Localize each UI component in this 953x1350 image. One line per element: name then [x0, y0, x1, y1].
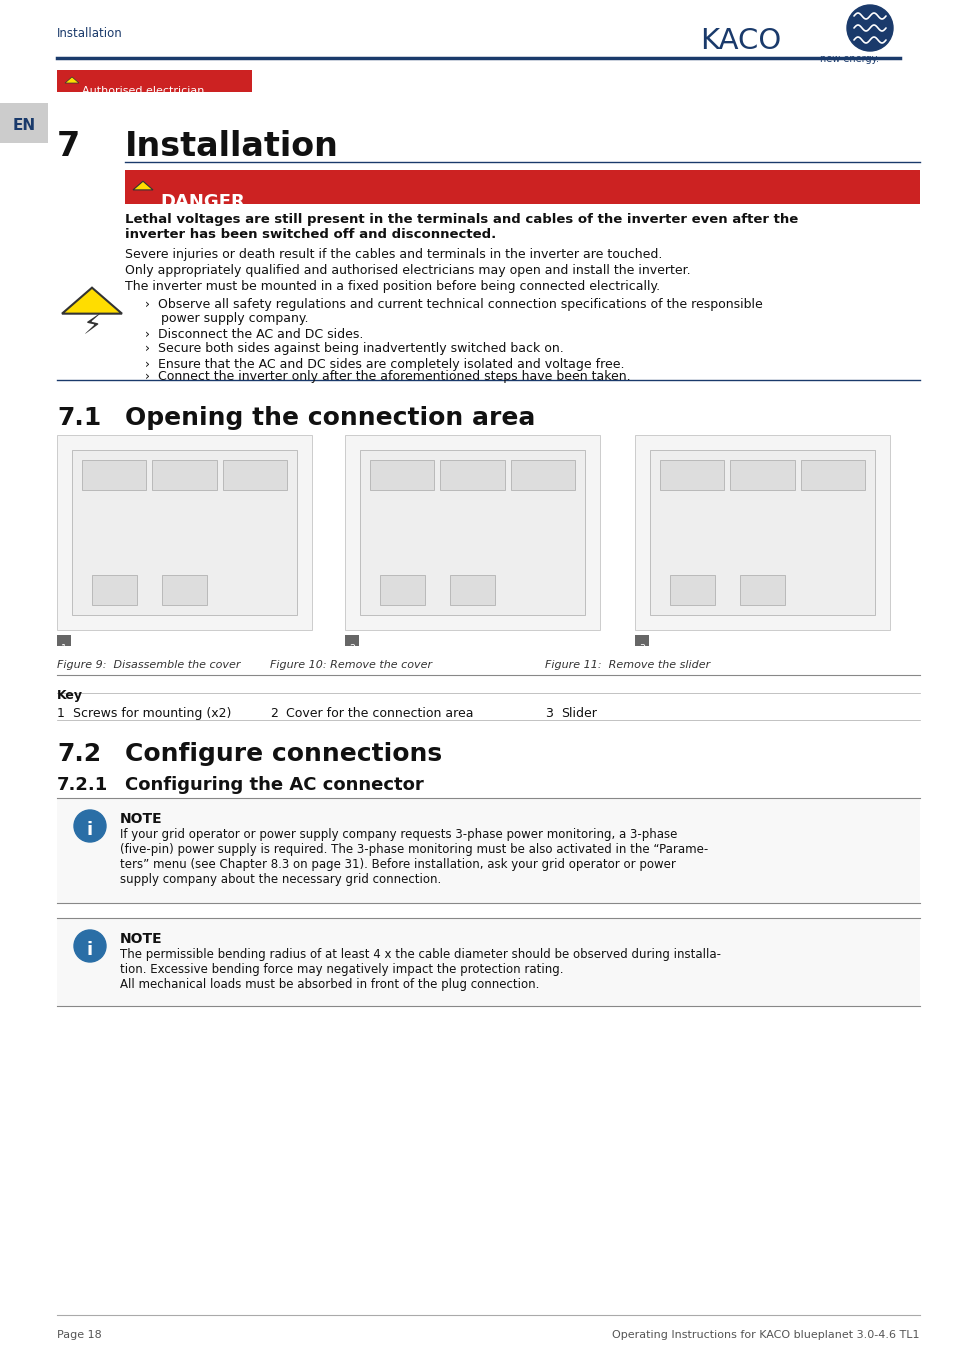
- Text: 1: 1: [57, 707, 65, 720]
- Text: EN: EN: [12, 117, 35, 134]
- Bar: [162, 575, 207, 605]
- Text: 7.2: 7.2: [57, 743, 101, 765]
- Bar: [57, 435, 312, 630]
- Text: Severe injuries or death result if the cables and terminals in the inverter are : Severe injuries or death result if the c…: [125, 248, 661, 261]
- Text: Screws for mounting (x2): Screws for mounting (x2): [73, 707, 232, 720]
- Circle shape: [74, 810, 106, 842]
- Polygon shape: [65, 77, 79, 82]
- Bar: [222, 460, 287, 490]
- Circle shape: [74, 930, 106, 963]
- Bar: [659, 460, 723, 490]
- Text: 7: 7: [57, 130, 80, 163]
- Text: Operating Instructions for KACO blueplanet 3.0-4.6 TL1: Operating Instructions for KACO blueplan…: [612, 1330, 919, 1341]
- Text: Installation: Installation: [57, 27, 123, 40]
- Text: 7.2.1: 7.2.1: [57, 776, 108, 794]
- Text: 7.1: 7.1: [57, 406, 101, 431]
- Bar: [730, 460, 794, 490]
- Bar: [635, 435, 889, 630]
- Bar: [740, 575, 784, 605]
- Text: ›  Ensure that the AC and DC sides are completely isolated and voltage free.: › Ensure that the AC and DC sides are co…: [145, 358, 624, 371]
- Text: 3: 3: [544, 707, 553, 720]
- Bar: [57, 798, 919, 903]
- Text: NOTE: NOTE: [120, 811, 162, 826]
- Text: ›  Connect the inverter only after the aforementioned steps have been taken.: › Connect the inverter only after the af…: [145, 370, 630, 383]
- Bar: [370, 460, 434, 490]
- Text: 3: 3: [639, 644, 644, 653]
- Bar: [82, 460, 146, 490]
- Text: Lethal voltages are still present in the terminals and cables of the inverter ev: Lethal voltages are still present in the…: [125, 213, 798, 225]
- Text: Figure 11:  Remove the slider: Figure 11: Remove the slider: [544, 660, 709, 670]
- Text: Installation: Installation: [125, 130, 338, 163]
- Text: ›  Disconnect the AC and DC sides.: › Disconnect the AC and DC sides.: [145, 328, 363, 342]
- Text: Configuring the AC connector: Configuring the AC connector: [125, 776, 423, 794]
- Text: ⚡: ⚡: [82, 312, 102, 340]
- Bar: [359, 450, 584, 616]
- Text: ›  Secure both sides against being inadvertently switched back on.: › Secure both sides against being inadve…: [145, 342, 563, 355]
- Bar: [91, 575, 137, 605]
- Bar: [649, 450, 874, 616]
- Bar: [635, 634, 648, 647]
- Text: Figure 10: Remove the cover: Figure 10: Remove the cover: [270, 660, 432, 670]
- Bar: [450, 575, 495, 605]
- Text: Slider: Slider: [560, 707, 597, 720]
- Bar: [669, 575, 714, 605]
- Bar: [440, 460, 504, 490]
- Circle shape: [846, 5, 892, 51]
- Text: If your grid operator or power supply company requests 3-phase power monitoring,: If your grid operator or power supply co…: [120, 828, 707, 886]
- Text: inverter has been switched off and disconnected.: inverter has been switched off and disco…: [125, 228, 496, 242]
- Bar: [345, 435, 599, 630]
- Text: Only appropriately qualified and authorised electricians may open and install th: Only appropriately qualified and authori…: [125, 265, 690, 277]
- Bar: [71, 450, 296, 616]
- Text: NOTE: NOTE: [120, 931, 162, 946]
- Bar: [57, 918, 919, 1006]
- Text: new energy.: new energy.: [820, 54, 878, 63]
- Bar: [57, 634, 71, 647]
- Text: ›  Observe all safety regulations and current technical connection specification: › Observe all safety regulations and cur…: [145, 298, 762, 311]
- Bar: [0, 103, 48, 143]
- Text: DANGER: DANGER: [160, 193, 245, 211]
- Text: Figure 9:  Disassemble the cover: Figure 9: Disassemble the cover: [57, 660, 240, 670]
- Bar: [152, 460, 216, 490]
- Bar: [345, 634, 358, 647]
- Bar: [57, 70, 252, 92]
- Text: i: i: [87, 821, 93, 838]
- Text: power supply company.: power supply company.: [145, 312, 308, 325]
- Text: 1: 1: [61, 644, 67, 653]
- Text: The permissible bending radius of at least 4 x the cable diameter should be obse: The permissible bending radius of at lea…: [120, 948, 720, 991]
- Bar: [379, 575, 424, 605]
- Bar: [125, 170, 919, 204]
- Text: Page 18: Page 18: [57, 1330, 102, 1341]
- Polygon shape: [62, 288, 122, 313]
- Text: Key: Key: [57, 688, 83, 702]
- Bar: [800, 460, 864, 490]
- Polygon shape: [132, 181, 152, 190]
- Text: Cover for the connection area: Cover for the connection area: [286, 707, 473, 720]
- Text: KACO: KACO: [700, 27, 781, 55]
- Text: i: i: [87, 941, 93, 958]
- Text: Configure connections: Configure connections: [125, 743, 441, 765]
- Text: The inverter must be mounted in a fixed position before being connected electric: The inverter must be mounted in a fixed …: [125, 279, 659, 293]
- Text: 2: 2: [349, 644, 355, 653]
- Text: Authorised electrician: Authorised electrician: [82, 86, 204, 96]
- Text: Opening the connection area: Opening the connection area: [125, 406, 535, 431]
- Text: 2: 2: [270, 707, 277, 720]
- Bar: [510, 460, 575, 490]
